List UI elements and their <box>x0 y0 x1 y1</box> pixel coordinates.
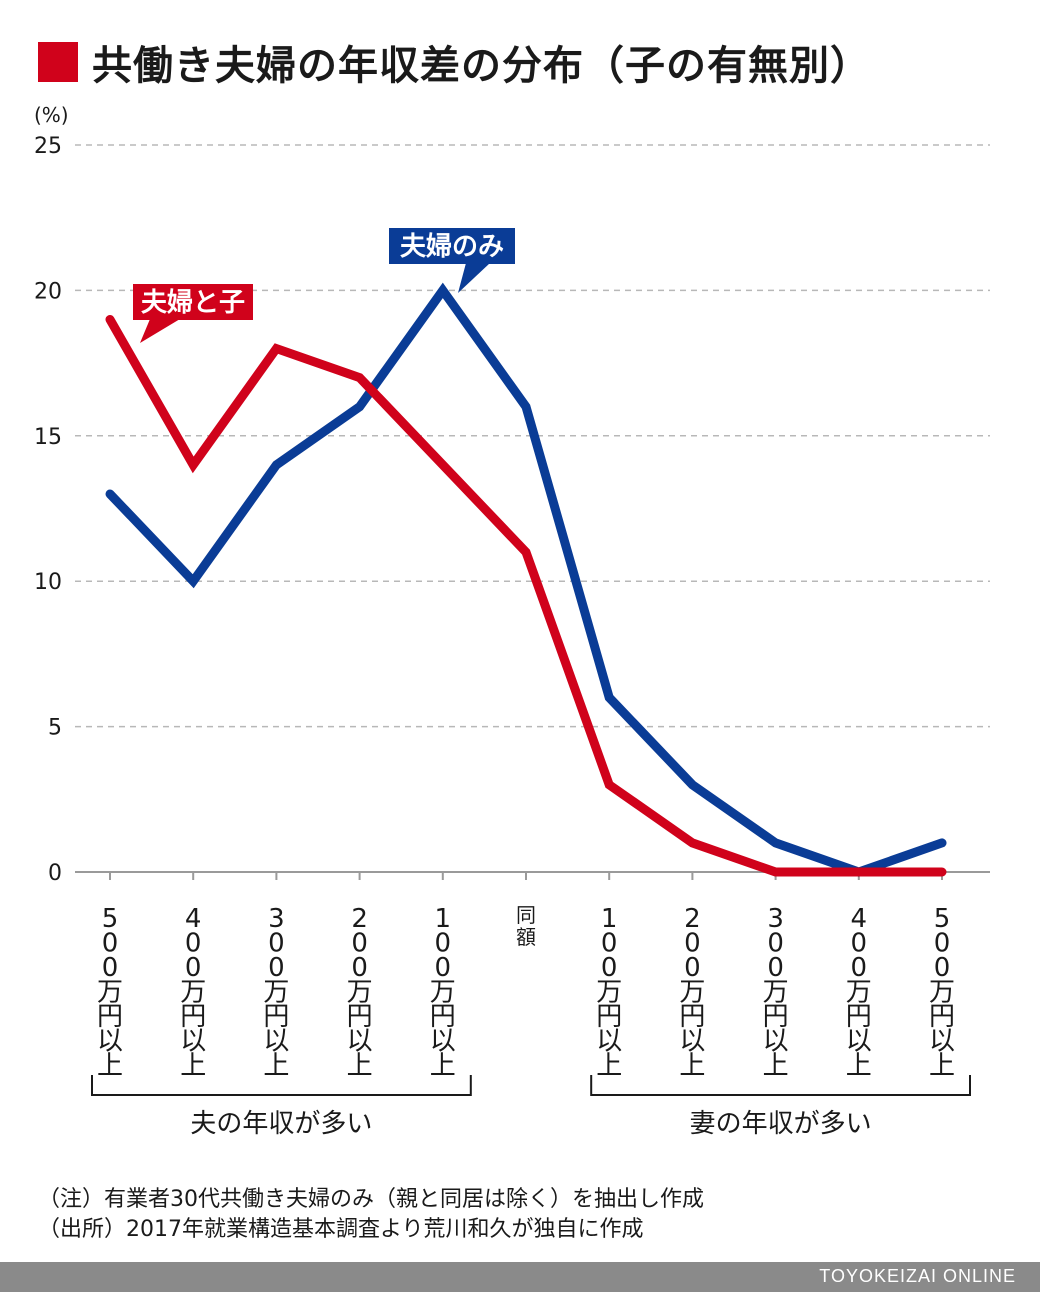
x-tick-label: 4 0 0 万円以上 <box>180 904 206 1081</box>
group-label: 妻の年収が多い <box>690 1109 872 1139</box>
data-point <box>192 580 194 582</box>
data-point <box>109 493 111 495</box>
y-axis-unit: (%) <box>34 103 69 127</box>
group-bracket <box>91 1075 472 1096</box>
data-point <box>691 842 693 844</box>
y-tick-label: 5 <box>48 716 62 741</box>
title-marker-square <box>38 42 78 82</box>
chart-title: 共働き夫婦の年収差の分布（子の有無別） <box>92 43 871 89</box>
data-point <box>775 871 777 873</box>
data-point <box>359 377 361 379</box>
x-tick-label: 5 0 0 万円以上 <box>97 904 123 1081</box>
data-point <box>608 784 610 786</box>
x-tick-label: 1 0 0 万円以上 <box>596 904 622 1081</box>
y-tick-label: 15 <box>34 425 62 450</box>
data-point <box>192 464 194 466</box>
source-text: （出所）2017年就業構造基本調査より荒川和久が独自に作成 <box>38 1217 644 1242</box>
data-point <box>858 871 860 873</box>
group-bracket <box>590 1075 971 1096</box>
data-point <box>525 551 527 553</box>
data-point <box>442 464 444 466</box>
x-tick-label: 2 0 0 万円以上 <box>679 904 705 1081</box>
data-point <box>775 842 777 844</box>
series-label-red-text: 夫婦と子 <box>141 288 245 318</box>
x-tick-label: 5 0 0 万円以上 <box>929 904 955 1081</box>
data-point <box>442 289 444 291</box>
y-tick-label: 10 <box>34 570 62 595</box>
x-tick-label: 1 0 0 万円以上 <box>430 904 456 1081</box>
x-tick-label: 3 0 0 万円以上 <box>763 904 789 1081</box>
series-label-blue-pointer <box>458 263 490 293</box>
data-point <box>941 871 943 873</box>
data-point <box>608 697 610 699</box>
data-point <box>525 406 527 408</box>
y-tick-label: 0 <box>48 861 62 886</box>
footer-bar: TOYOKEIZAI ONLINE <box>0 1262 1040 1292</box>
footer-brand: TOYOKEIZAI ONLINE <box>819 1266 1016 1286</box>
data-point <box>275 348 277 350</box>
data-point <box>941 842 943 844</box>
line-chart: 0 5 10 15 20 25 (%) 5 0 0 万円以上 4 0 0 万円以上 3 0 0 万円以上 2 0 0 万円以… <box>34 103 990 1139</box>
data-point <box>109 318 111 320</box>
data-point <box>275 464 277 466</box>
data-point <box>691 784 693 786</box>
series-label-blue-text: 夫婦のみ <box>400 232 504 262</box>
group-label: 夫の年収が多い <box>190 1109 372 1139</box>
data-point <box>359 406 361 408</box>
chart-title-block: 共働き夫婦の年収差の分布（子の有無別） <box>38 32 871 92</box>
note-text: （注）有業者30代共働き夫婦のみ（親と同居は除く）を抽出し作成 <box>38 1187 704 1212</box>
x-tick-label: 2 0 0 万円以上 <box>347 904 373 1081</box>
x-tick-label: 同額 <box>516 903 536 949</box>
series-label-red-pointer <box>140 319 180 343</box>
y-tick-label: 20 <box>34 279 62 304</box>
y-tick-label: 25 <box>34 134 62 159</box>
x-tick-label: 4 0 0 万円以上 <box>846 904 872 1081</box>
x-tick-label: 3 0 0 万円以上 <box>263 904 289 1081</box>
series-label-red-box <box>133 284 253 320</box>
series-label-blue-box <box>389 228 515 264</box>
